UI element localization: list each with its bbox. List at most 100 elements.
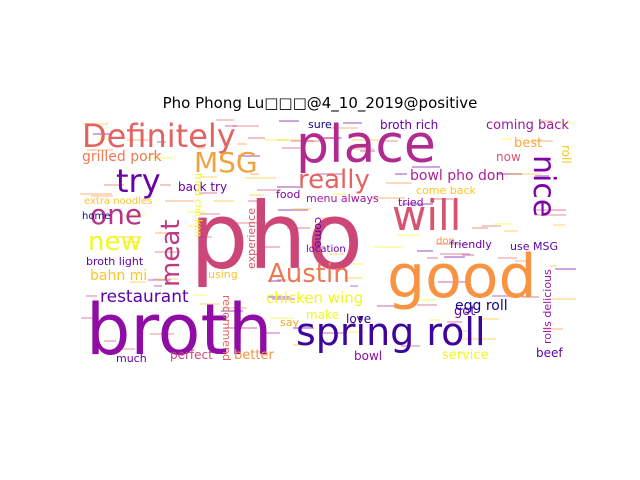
background-word-fragment bbox=[157, 141, 166, 143]
background-word-fragment bbox=[494, 223, 513, 225]
background-word-fragment bbox=[307, 140, 321, 142]
background-word-fragment bbox=[482, 225, 501, 227]
background-word-fragment bbox=[323, 137, 342, 139]
word-msg: MSG bbox=[194, 146, 258, 179]
background-word-fragment bbox=[297, 297, 307, 299]
background-word-fragment bbox=[203, 236, 212, 238]
background-word-fragment bbox=[145, 157, 173, 159]
word-broth-rich: broth rich bbox=[380, 119, 439, 132]
background-word-fragment bbox=[330, 253, 344, 255]
word-food: food bbox=[276, 188, 301, 201]
background-word-fragment bbox=[532, 140, 553, 142]
background-word-fragment bbox=[333, 193, 346, 195]
word-austin: Austin bbox=[268, 259, 350, 289]
word-bahn-mi: bahn mi bbox=[90, 268, 148, 284]
background-word-fragment bbox=[343, 122, 362, 124]
background-word-fragment bbox=[497, 173, 522, 175]
background-word-fragment bbox=[278, 209, 308, 211]
background-word-fragment bbox=[552, 298, 576, 300]
background-word-fragment bbox=[83, 123, 108, 125]
word-roll: roll bbox=[559, 145, 573, 164]
background-word-fragment bbox=[200, 176, 217, 178]
background-word-fragment bbox=[351, 263, 364, 265]
background-word-fragment bbox=[397, 234, 420, 236]
background-word-fragment bbox=[267, 296, 291, 298]
background-word-fragment bbox=[360, 150, 375, 152]
background-word-fragment bbox=[447, 321, 462, 323]
background-word-fragment bbox=[436, 243, 465, 245]
background-word-fragment bbox=[265, 332, 280, 334]
background-word-fragment bbox=[287, 227, 310, 229]
word-nice: nice bbox=[526, 155, 561, 218]
background-word-fragment bbox=[268, 280, 281, 282]
background-word-fragment bbox=[165, 200, 194, 202]
background-word-fragment bbox=[293, 344, 304, 346]
background-word-fragment bbox=[272, 298, 295, 300]
background-word-fragment bbox=[555, 268, 576, 270]
word-home: home bbox=[82, 211, 111, 222]
background-word-fragment bbox=[228, 264, 236, 266]
word-spring-roll: spring roll bbox=[296, 310, 486, 354]
background-word-fragment bbox=[87, 149, 113, 151]
word-perfect: perfect bbox=[170, 348, 213, 362]
word-experience: experience bbox=[245, 208, 258, 269]
word-rolls-delicious: rolls delicious bbox=[541, 269, 554, 344]
background-word-fragment bbox=[444, 256, 465, 258]
word-bowl-pho-don: bowl pho don bbox=[410, 168, 505, 184]
word-much: much bbox=[116, 352, 147, 362]
word-cloud: pho broth good place will spring roll De… bbox=[80, 119, 576, 362]
background-word-fragment bbox=[127, 139, 151, 141]
background-word-fragment bbox=[402, 203, 433, 205]
background-word-fragment bbox=[222, 307, 247, 309]
background-word-fragment bbox=[197, 147, 205, 149]
background-word-fragment bbox=[80, 193, 112, 195]
word-good: good bbox=[387, 242, 537, 312]
background-word-fragment bbox=[417, 250, 433, 252]
background-word-fragment bbox=[478, 318, 499, 320]
background-word-fragment bbox=[257, 189, 281, 191]
background-word-fragment bbox=[121, 214, 145, 216]
background-word-fragment bbox=[238, 155, 260, 157]
background-word-fragment bbox=[460, 330, 471, 332]
background-word-fragment bbox=[463, 338, 496, 340]
background-word-fragment bbox=[539, 120, 553, 122]
background-word-fragment bbox=[316, 173, 343, 175]
background-word-fragment bbox=[350, 285, 358, 287]
background-word-fragment bbox=[233, 125, 259, 127]
background-word-fragment bbox=[213, 200, 234, 202]
background-word-fragment bbox=[277, 139, 305, 141]
background-word-fragment bbox=[200, 213, 220, 215]
word-best: best bbox=[514, 136, 543, 151]
background-word-fragment bbox=[429, 319, 440, 321]
background-word-fragment bbox=[318, 217, 328, 219]
background-word-fragment bbox=[81, 317, 93, 319]
word-using: using bbox=[208, 268, 238, 281]
background-word-fragment bbox=[416, 299, 435, 301]
background-word-fragment bbox=[349, 146, 369, 148]
background-word-fragment bbox=[522, 296, 539, 298]
background-word-fragment bbox=[457, 352, 466, 354]
background-word-fragment bbox=[123, 241, 140, 243]
background-word-fragment bbox=[216, 119, 234, 121]
background-word-fragment bbox=[248, 137, 265, 139]
background-word-fragment bbox=[237, 143, 247, 145]
word-really: really bbox=[298, 165, 370, 195]
background-word-fragment bbox=[374, 246, 403, 248]
background-word-fragment bbox=[277, 279, 286, 281]
word-try: try bbox=[116, 162, 161, 200]
word-love: love bbox=[346, 312, 372, 326]
word-now: now bbox=[496, 150, 521, 164]
background-word-fragment bbox=[154, 285, 162, 287]
background-word-fragment bbox=[472, 227, 488, 229]
background-word-fragment bbox=[130, 281, 146, 283]
background-word-fragment bbox=[502, 138, 512, 140]
background-word-fragment bbox=[535, 175, 549, 177]
background-word-fragment bbox=[559, 122, 574, 124]
background-word-fragment bbox=[221, 310, 243, 312]
background-word-fragment bbox=[116, 348, 135, 350]
background-word-fragment bbox=[401, 345, 420, 347]
background-word-fragment bbox=[97, 138, 109, 140]
background-word-fragment bbox=[412, 166, 440, 168]
background-word-fragment bbox=[293, 327, 314, 329]
word-beef: beef bbox=[536, 346, 563, 360]
